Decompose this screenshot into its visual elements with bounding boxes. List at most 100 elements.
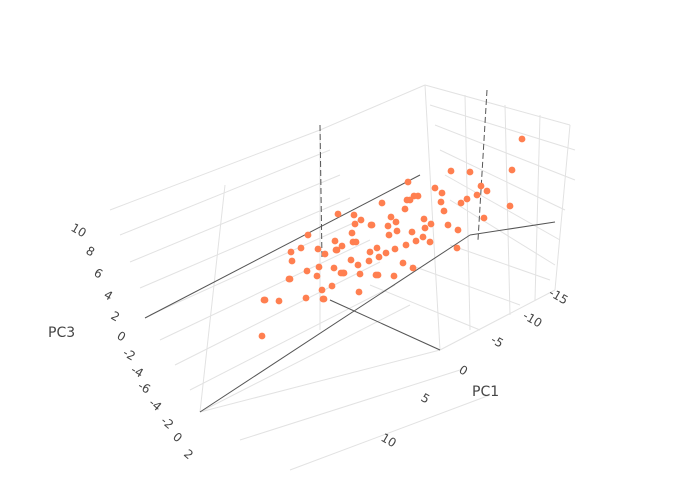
z-tick-label: 2	[109, 308, 123, 324]
z-tick-label: -2	[121, 345, 138, 363]
data-point	[447, 167, 455, 175]
data-point	[261, 296, 269, 304]
axis-line	[319, 124, 323, 261]
axis-line	[199, 234, 471, 413]
data-point	[384, 222, 392, 230]
data-point	[285, 275, 293, 283]
gridline	[369, 284, 481, 331]
data-point	[303, 267, 311, 275]
data-point	[438, 189, 446, 197]
gridline	[109, 129, 321, 211]
data-point	[365, 257, 373, 265]
gridline	[434, 124, 576, 181]
z-axis-label: PC3	[48, 325, 75, 341]
z-tick-label: 8	[84, 243, 98, 259]
data-point	[275, 297, 283, 305]
data-point	[347, 256, 355, 264]
gridline	[239, 369, 461, 441]
data-point	[350, 211, 358, 219]
data-point	[409, 264, 417, 272]
data-point	[444, 221, 452, 229]
data-point	[408, 228, 416, 236]
z-tick-label: -6	[136, 378, 153, 396]
data-point	[334, 210, 342, 218]
gridline	[189, 284, 396, 391]
data-point	[399, 259, 407, 267]
data-point	[412, 237, 420, 245]
data-point	[338, 242, 346, 250]
data-point	[393, 227, 401, 235]
data-point	[375, 253, 383, 261]
data-point	[431, 184, 439, 192]
data-point	[332, 246, 340, 254]
data-point	[288, 257, 296, 265]
gridline	[119, 149, 331, 236]
gridline	[439, 289, 556, 351]
gridline	[199, 184, 226, 413]
data-point	[348, 229, 356, 237]
gridline	[319, 84, 426, 131]
gridline	[424, 84, 441, 351]
data-point	[378, 199, 386, 207]
data-point	[406, 196, 414, 204]
gridline	[174, 261, 381, 366]
axis-line	[329, 299, 441, 351]
data-point	[404, 178, 412, 186]
data-point	[387, 213, 395, 221]
gridline	[534, 114, 541, 301]
data-point	[391, 245, 399, 253]
gridline	[289, 394, 491, 471]
gridline	[159, 239, 371, 341]
z-tick-label: 10	[69, 220, 89, 240]
data-point	[373, 244, 381, 252]
data-points	[258, 135, 526, 340]
gridline	[444, 174, 561, 241]
data-point	[437, 198, 445, 206]
data-point	[440, 207, 448, 215]
data-point	[420, 215, 428, 223]
data-point	[427, 220, 435, 228]
x-tick-label: -15	[547, 285, 571, 307]
gridline	[429, 104, 576, 151]
data-point	[419, 233, 427, 241]
gridline	[464, 94, 471, 331]
data-point	[372, 271, 380, 279]
gridline	[149, 219, 361, 316]
gridlines	[109, 84, 576, 471]
y-tick-label: 0	[170, 430, 185, 446]
gridline	[409, 264, 521, 306]
data-point	[355, 288, 363, 296]
data-point	[352, 238, 360, 246]
data-point	[454, 226, 462, 234]
data-point	[483, 187, 491, 195]
data-point	[354, 261, 362, 269]
data-point	[401, 205, 409, 213]
data-point	[453, 244, 461, 252]
gridline	[139, 197, 351, 289]
data-point	[330, 264, 338, 272]
data-point	[477, 182, 485, 190]
data-point	[367, 221, 375, 229]
x-axis-label: PC1	[472, 384, 499, 400]
data-point	[463, 195, 471, 203]
data-point	[366, 248, 374, 256]
data-point	[473, 191, 481, 199]
gridline	[129, 174, 341, 263]
data-point	[331, 237, 339, 245]
data-point	[518, 135, 526, 143]
gridline	[199, 304, 411, 413]
gridline	[439, 149, 566, 211]
x-tick-label: 5	[419, 390, 433, 406]
data-point	[385, 231, 393, 239]
data-point	[402, 241, 410, 249]
data-point	[466, 168, 474, 176]
z-tick-label: 6	[92, 265, 106, 281]
x-tick-label: -5	[489, 332, 506, 350]
z-tick-label: 0	[115, 328, 129, 344]
data-point	[390, 272, 398, 280]
gridline	[449, 244, 551, 281]
data-point	[297, 244, 305, 252]
data-point	[506, 202, 514, 210]
